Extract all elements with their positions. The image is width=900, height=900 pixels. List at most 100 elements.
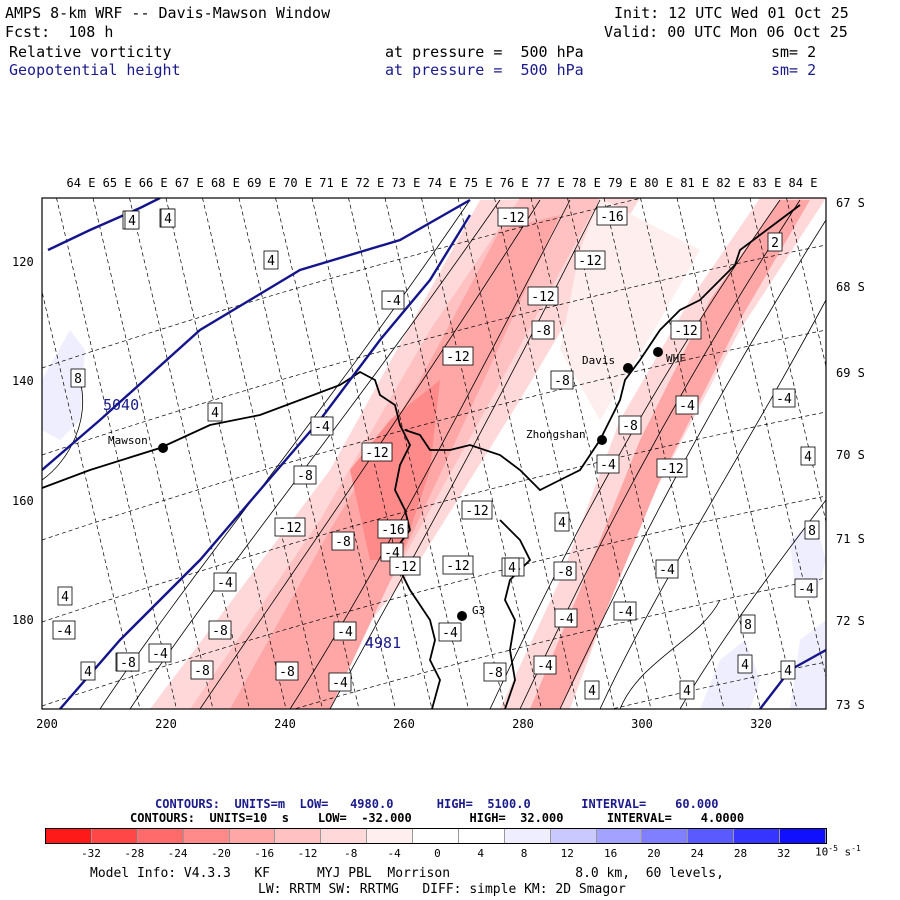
colorbar-swatch xyxy=(458,829,505,843)
contour-label-box xyxy=(438,622,462,642)
meridian-line xyxy=(603,198,725,709)
model-info: Model Info: V4.3.3 KF MYJ PBL Morrison 8… xyxy=(90,866,724,881)
contour-label-box xyxy=(328,672,352,692)
contour-label: -4 xyxy=(442,626,458,641)
contour-label: -4 xyxy=(659,563,675,578)
colorbar-swatch xyxy=(229,829,276,843)
contour-label-box xyxy=(794,578,818,598)
contour-label-box xyxy=(767,232,783,252)
contour-label: -4 xyxy=(798,582,814,597)
contour-label-box xyxy=(737,654,753,674)
x-tick: 200 xyxy=(36,717,58,731)
station-dot xyxy=(623,363,633,373)
lat-label: 69 S xyxy=(836,366,865,380)
contour-label-box xyxy=(207,402,223,422)
contour-label-box xyxy=(613,601,637,621)
colorbar-label: 16 xyxy=(603,847,618,860)
parallel-line xyxy=(610,661,826,709)
contour-label: 4 xyxy=(211,406,219,421)
y-tick: 140 xyxy=(12,374,34,388)
contour-label-box xyxy=(675,395,699,415)
contour-label-box xyxy=(533,655,557,675)
colorbar-label: -28 xyxy=(124,847,145,860)
contour-label-box xyxy=(275,661,299,681)
contour-label: -12 xyxy=(393,560,416,575)
contour-label-box xyxy=(618,415,642,435)
contour-label-box xyxy=(442,346,474,366)
contour-label: -8 xyxy=(535,324,551,339)
contour-label-box xyxy=(550,370,574,390)
contour-label: -4 xyxy=(56,624,72,639)
contour-label: -12 xyxy=(446,559,469,574)
contour-label: -8 xyxy=(335,535,351,550)
contour-label: -12 xyxy=(578,254,601,269)
height-label: 4981 xyxy=(365,634,401,652)
parallel-line xyxy=(42,329,826,541)
colorbar-swatch xyxy=(46,829,92,843)
lon-label: 83 E xyxy=(752,176,782,190)
contour-label: -12 xyxy=(531,290,554,305)
contour-label: 4 xyxy=(61,590,69,605)
colorbar-label: -4 xyxy=(387,847,401,860)
geopotential-contours xyxy=(42,198,826,709)
colorbar-label: 4 xyxy=(477,847,484,860)
colorbar-swatch xyxy=(321,829,368,843)
contour-label: -4 xyxy=(332,676,348,691)
field1-name: Relative vorticity xyxy=(9,43,172,61)
parallel-line xyxy=(293,577,826,709)
lon-label: 64 E xyxy=(66,176,96,190)
contour-label-box xyxy=(190,660,214,680)
parallel-line xyxy=(42,411,826,623)
colorbar-swatch xyxy=(91,829,138,843)
lon-label: 65 E xyxy=(102,176,132,190)
contour-label: -8 xyxy=(622,419,638,434)
station-name: Zhongshan xyxy=(526,428,586,441)
colorbar-label: 20 xyxy=(647,847,661,860)
parallel-line xyxy=(42,495,826,707)
contour-label-box xyxy=(772,388,796,408)
y-tick: 180 xyxy=(12,613,34,627)
contour-label: 4 xyxy=(558,516,566,531)
contour-label-box xyxy=(804,520,820,540)
lat-label: 73 S xyxy=(836,698,865,712)
lon-label: 67 E xyxy=(174,176,204,190)
meridian-line xyxy=(202,198,323,709)
map-frame xyxy=(41,197,827,710)
colorbar-label: -8 xyxy=(344,847,358,860)
contour-label: 8 xyxy=(808,524,816,539)
lat-label: 67 S xyxy=(836,196,865,210)
contour-label: -12 xyxy=(501,211,524,226)
field2-name: Geopotential height xyxy=(9,61,181,79)
contour-label: 4 xyxy=(683,684,691,699)
lon-label: 69 E xyxy=(247,176,276,190)
x-tick: 220 xyxy=(155,717,177,731)
contour-label: -8 xyxy=(212,624,228,639)
contour-value-labels: 4 4 4 -4 8 4 -4 -12 -12 -12 -16 -12 -8 -12 -8 -12 -12 2 -8… xyxy=(52,206,820,700)
contour-label-box xyxy=(389,556,421,576)
contour-label-box xyxy=(310,416,334,436)
contour-label-box xyxy=(116,652,140,672)
station-name: G3 xyxy=(472,604,485,617)
meridian-line xyxy=(713,198,826,679)
contour-label-box xyxy=(504,557,520,577)
contour-label: -12 xyxy=(446,350,469,365)
contour-label-box xyxy=(124,210,140,230)
contour-label: -4 xyxy=(617,605,633,620)
lon-label: 81 E xyxy=(680,176,710,190)
colorbar-swatch xyxy=(688,829,735,843)
colorbar-label: -20 xyxy=(210,847,231,860)
contour-label: 8 xyxy=(74,372,82,387)
contour-label-box xyxy=(800,446,816,466)
meridian-line xyxy=(92,198,214,709)
plot-title: AMPS 8-km WRF -- Davis-Mawson Window xyxy=(5,4,331,22)
contour-label: -4 xyxy=(217,576,233,591)
contour-label-box xyxy=(483,662,507,682)
contour-label-box xyxy=(377,519,409,539)
contours-vorticity-info: CONTOURS: UNITS=10 s LOW= -32.000 HIGH= … xyxy=(130,811,745,825)
meridian-line xyxy=(640,198,761,709)
lon-label: 76 E xyxy=(499,176,529,190)
contour-label-box xyxy=(361,442,393,462)
valid-time: Valid: 00 UTC Mon 06 Oct 25 xyxy=(604,23,848,41)
colorbar-label: 8 xyxy=(520,847,528,860)
